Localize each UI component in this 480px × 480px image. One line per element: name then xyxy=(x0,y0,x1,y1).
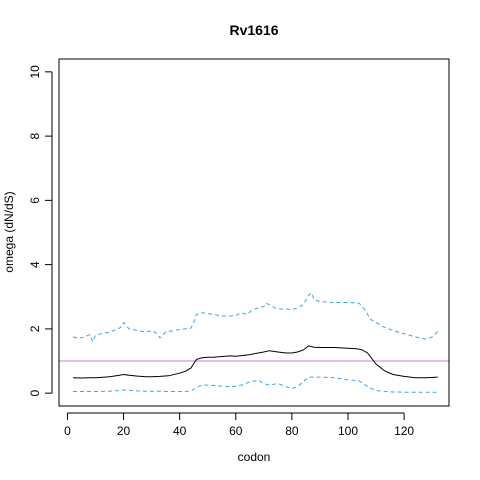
y-tick-label: 6 xyxy=(28,197,42,204)
y-tick-label: 2 xyxy=(28,325,42,332)
plot-area xyxy=(59,292,449,393)
y-tick-label: 0 xyxy=(28,389,42,396)
y-tick-label: 10 xyxy=(28,65,42,79)
x-axis-label: codon xyxy=(238,450,271,464)
y-axis-label: omega (dN/dS) xyxy=(2,191,16,272)
series-line-lower-bound xyxy=(73,376,438,393)
x-tick-label: 20 xyxy=(117,424,131,438)
plot-frame xyxy=(58,58,450,407)
y-axis: 0 2 4 6 8 10 xyxy=(28,65,53,396)
x-tick-label: 120 xyxy=(394,424,414,438)
x-tick-label: 100 xyxy=(338,424,358,438)
x-tick-label: 40 xyxy=(173,424,187,438)
x-tick-label: 0 xyxy=(64,424,71,438)
y-tick-label: 8 xyxy=(28,132,42,139)
y-tick-label: 4 xyxy=(28,261,42,268)
chart-title: Rv1616 xyxy=(229,22,278,38)
x-tick-label: 60 xyxy=(229,424,243,438)
x-axis: 0 20 40 60 80 100 120 xyxy=(64,412,414,438)
series-line-mean xyxy=(72,345,438,379)
series-line-upper-bound xyxy=(72,292,439,343)
x-tick-label: 80 xyxy=(285,424,299,438)
